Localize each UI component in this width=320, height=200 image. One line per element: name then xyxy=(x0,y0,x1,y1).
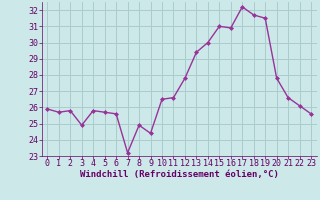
X-axis label: Windchill (Refroidissement éolien,°C): Windchill (Refroidissement éolien,°C) xyxy=(80,170,279,179)
